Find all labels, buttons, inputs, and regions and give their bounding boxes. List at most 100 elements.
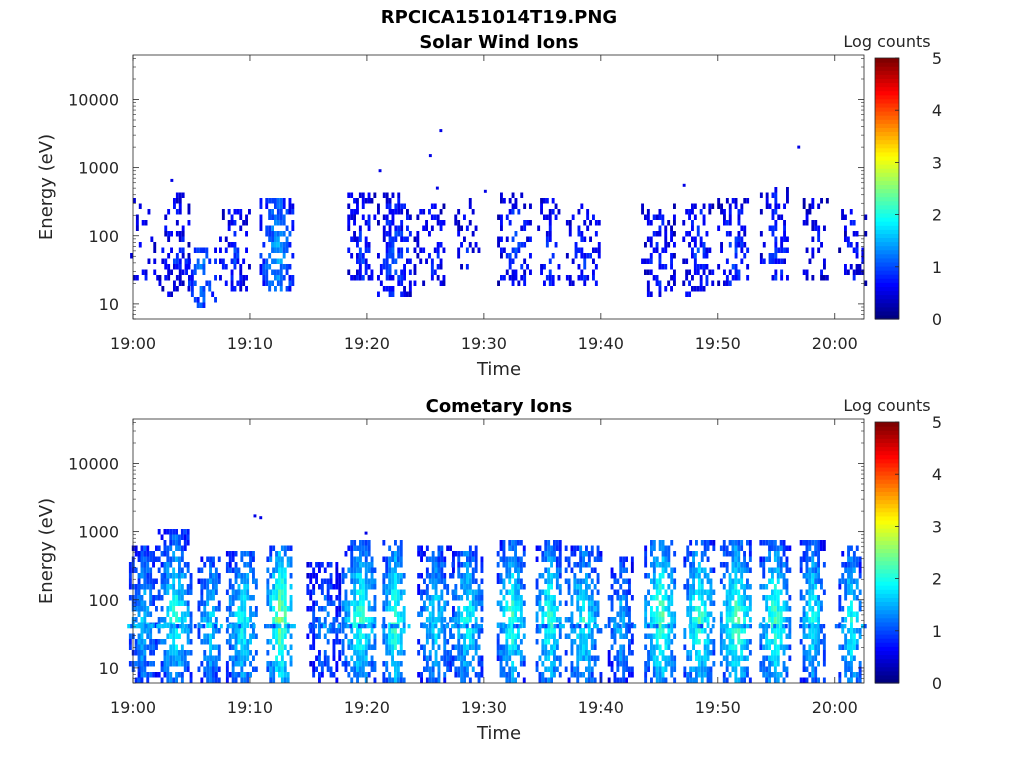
spectrogram-cell bbox=[814, 633, 818, 639]
spectrogram-cell bbox=[373, 584, 377, 590]
spectrogram-cell bbox=[776, 562, 780, 568]
spectrogram-cell bbox=[550, 677, 553, 683]
spectrogram-cell bbox=[280, 655, 284, 661]
spectrogram-cell bbox=[188, 258, 191, 264]
spectrogram-cell bbox=[811, 198, 815, 204]
spectrogram-cell bbox=[347, 269, 351, 275]
spectrogram-cell bbox=[683, 666, 687, 672]
spectrogram-cell bbox=[236, 258, 240, 264]
spectrogram-cell bbox=[172, 639, 176, 645]
spectrogram-cell bbox=[460, 644, 464, 650]
spectrogram-cell bbox=[586, 214, 590, 220]
spectrogram-cell bbox=[446, 589, 450, 595]
spectrogram-cell bbox=[214, 584, 218, 590]
spectrogram-cell bbox=[477, 584, 481, 590]
spectrogram-cell bbox=[237, 639, 241, 645]
spectrogram-cell bbox=[231, 600, 235, 606]
spectrogram-cell bbox=[579, 639, 583, 645]
spectrogram-cell bbox=[128, 633, 132, 639]
spectrogram-cell bbox=[128, 567, 132, 573]
spectrogram-cell bbox=[748, 600, 752, 606]
spectrogram-cell bbox=[417, 650, 421, 656]
spectrogram-cell bbox=[644, 633, 648, 639]
spectrogram-cell bbox=[364, 269, 368, 275]
spectrogram-cell bbox=[394, 225, 398, 231]
spectrogram-cell bbox=[692, 556, 695, 562]
spectrogram-cell bbox=[655, 611, 659, 617]
spectrogram-cell bbox=[347, 247, 351, 253]
spectrogram-cell bbox=[814, 672, 818, 678]
spectrogram-cell bbox=[214, 617, 218, 623]
spectrogram-cell bbox=[143, 611, 147, 617]
spectrogram-cell bbox=[237, 633, 241, 639]
spectrogram-cell bbox=[579, 567, 583, 573]
spectrogram-cell bbox=[734, 551, 738, 557]
spectrogram-cell bbox=[703, 551, 707, 557]
spectrogram-cell bbox=[622, 617, 626, 623]
spectrogram-cell bbox=[367, 214, 371, 220]
spectrogram-cell bbox=[439, 280, 443, 286]
spectrogram-cell bbox=[388, 622, 392, 628]
spectrogram-cell bbox=[850, 578, 853, 584]
spectrogram-cell bbox=[391, 236, 395, 242]
spectrogram-cell bbox=[454, 644, 458, 650]
spectrogram-cell bbox=[646, 214, 650, 220]
spectrogram-cell bbox=[852, 556, 856, 562]
spectrogram-cell bbox=[394, 584, 397, 590]
spectrogram-cell bbox=[673, 203, 676, 209]
spectrogram-cell bbox=[388, 578, 392, 584]
spectrogram-cell bbox=[508, 264, 512, 270]
spectrogram-cell bbox=[717, 198, 721, 204]
spectrogram-cell bbox=[759, 556, 763, 562]
spectrogram-cell bbox=[180, 589, 184, 595]
spectrogram-cell bbox=[219, 236, 222, 242]
spectrogram-cell bbox=[240, 633, 244, 639]
spectrogram-cell bbox=[419, 209, 423, 215]
spectrogram-cell bbox=[502, 540, 506, 546]
spectrogram-cell bbox=[646, 269, 650, 275]
spectrogram-cell bbox=[652, 556, 656, 562]
spectrogram-cell bbox=[463, 573, 466, 579]
spectrogram-cell bbox=[350, 639, 354, 645]
spectrogram-cell bbox=[332, 584, 336, 590]
spectrogram-cell bbox=[737, 209, 741, 215]
spectrogram-cell bbox=[180, 573, 184, 579]
spectrogram-cell bbox=[137, 584, 141, 590]
spectrogram-cell bbox=[178, 595, 181, 601]
spectrogram-cell bbox=[209, 677, 212, 683]
colorbar-segment bbox=[875, 208, 899, 214]
spectrogram-cell bbox=[523, 269, 527, 275]
spectrogram-cell bbox=[465, 264, 469, 270]
spectrogram-cell bbox=[394, 633, 397, 639]
spectrogram-cell bbox=[499, 600, 503, 606]
spectrogram-cell bbox=[664, 556, 668, 562]
spectrogram-cell bbox=[555, 655, 559, 661]
spectrogram-cell bbox=[547, 540, 551, 546]
spectrogram-cell bbox=[347, 606, 351, 612]
spectrogram-cell bbox=[181, 231, 185, 237]
spectrogram-cell bbox=[622, 606, 626, 612]
spectrogram-cell bbox=[332, 639, 336, 645]
spectrogram-cell bbox=[652, 247, 656, 253]
colorbar-segment bbox=[875, 180, 899, 186]
spectrogram-cell bbox=[370, 573, 374, 579]
spectrogram-cell bbox=[655, 606, 659, 612]
spectrogram-cell bbox=[353, 573, 357, 579]
spectrogram-cell bbox=[338, 611, 342, 617]
spectrogram-cell bbox=[164, 258, 168, 264]
colorbar-segment bbox=[875, 519, 899, 525]
spectrogram-cell bbox=[425, 573, 429, 579]
spectrogram-cell bbox=[265, 198, 269, 204]
spectrogram-cell bbox=[364, 644, 368, 650]
spectrogram-cell bbox=[759, 540, 763, 546]
spectrogram-cell bbox=[134, 600, 138, 606]
spectrogram-cell bbox=[186, 567, 190, 573]
spectrogram-cell bbox=[743, 617, 746, 623]
spectrogram-cell bbox=[719, 650, 723, 656]
spectrogram-cell bbox=[719, 661, 723, 667]
spectrogram-cell bbox=[149, 633, 153, 639]
spectrogram-cell bbox=[725, 633, 729, 639]
spectrogram-cell bbox=[234, 644, 238, 650]
spectrogram-cell bbox=[519, 661, 523, 667]
spectrogram-cell bbox=[430, 214, 434, 220]
